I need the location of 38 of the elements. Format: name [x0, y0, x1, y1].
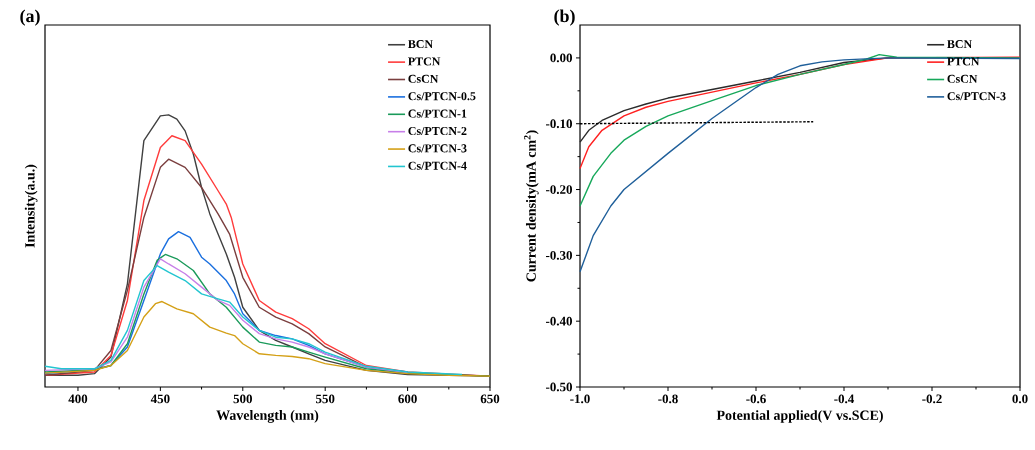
y-tick-label: -0.10	[545, 119, 573, 129]
chart-title: (a)	[20, 9, 40, 26]
legend-label: Cs/PTCN-2	[408, 126, 467, 135]
legend-label: CsCN	[408, 74, 439, 83]
y-axis-title: Intensity(a.u.)	[24, 164, 38, 248]
x-tick-label: -0.4	[834, 394, 855, 404]
x-tick-label: 400	[68, 394, 88, 404]
legend-label: Cs/PTCN-1	[408, 109, 467, 118]
x-tick-label: 650	[480, 394, 500, 404]
y-axis-title: Current density(mA cm$^{2}$)	[524, 130, 539, 282]
y-tick-label: -0.40	[545, 316, 573, 326]
legend-label: Cs/PTCN-0.5	[408, 92, 476, 101]
x-tick-label: 550	[315, 394, 335, 404]
y-tick-label: -0.50	[545, 382, 573, 392]
legend-label: CsCN	[947, 74, 978, 83]
x-axis-title: Potential applied(V vs.SCE)	[716, 410, 883, 423]
x-axis-title: Wavelength (nm)	[216, 410, 319, 423]
x-tick-label: 500	[233, 394, 252, 404]
x-tick-label: -0.8	[658, 394, 678, 404]
y-tick-label: -0.20	[545, 185, 573, 194]
x-tick-label: -0.2	[922, 394, 942, 404]
legend-label: Cs/PTCN-4	[408, 161, 467, 170]
chart-title: (b)	[554, 9, 575, 26]
legend-label: BCN	[947, 40, 972, 49]
y-tick-label: -0.30	[545, 250, 573, 260]
y-tick-label: 0.00	[550, 53, 573, 63]
x-tick-label: 0.0	[1012, 394, 1028, 404]
legend-label: BCN	[408, 40, 433, 49]
x-tick-label: -0.6	[746, 394, 766, 404]
legend-label: PTCN	[947, 57, 980, 66]
legend-label: Cs/PTCN-3	[947, 92, 1006, 101]
line-series	[579, 53, 1021, 207]
legend-label: Cs/PTCN-3	[408, 144, 467, 153]
x-tick-label: -1.0	[570, 394, 590, 404]
x-tick-label: 600	[398, 394, 417, 404]
legend-label: PTCN	[408, 57, 441, 66]
line-series	[579, 57, 1021, 273]
x-tick-label: 450	[150, 394, 170, 404]
